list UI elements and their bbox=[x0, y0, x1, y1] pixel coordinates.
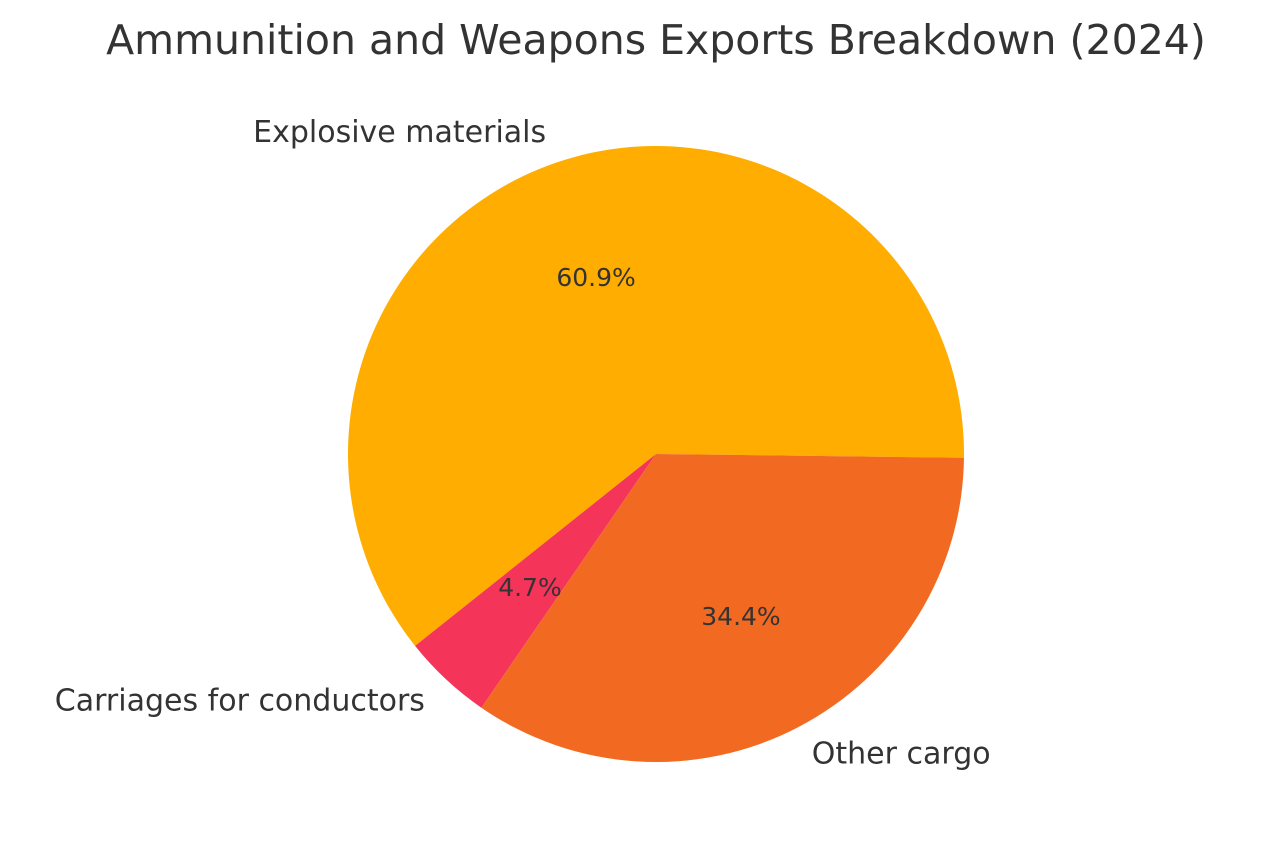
slice-percent-label: 60.9% bbox=[556, 263, 635, 292]
slice-label: Other cargo bbox=[812, 736, 991, 771]
slice-label: Explosive materials bbox=[253, 115, 546, 150]
slice-percent-label: 34.4% bbox=[701, 602, 780, 631]
slice-percent-label: 4.7% bbox=[498, 573, 562, 602]
pie-labels: Explosive materials 60.9% Carriages for co… bbox=[55, 115, 991, 771]
pie-slice-other-cargo bbox=[481, 454, 964, 762]
slice-label: Carriages for conductors bbox=[55, 683, 425, 718]
chart-title: Ammunition and Weapons Exports Breakdown… bbox=[106, 16, 1206, 64]
pie-slice-explosive-materials bbox=[348, 145, 964, 646]
pie-slice-carriages-for-conductors bbox=[415, 454, 656, 708]
pie-slices bbox=[348, 145, 964, 762]
